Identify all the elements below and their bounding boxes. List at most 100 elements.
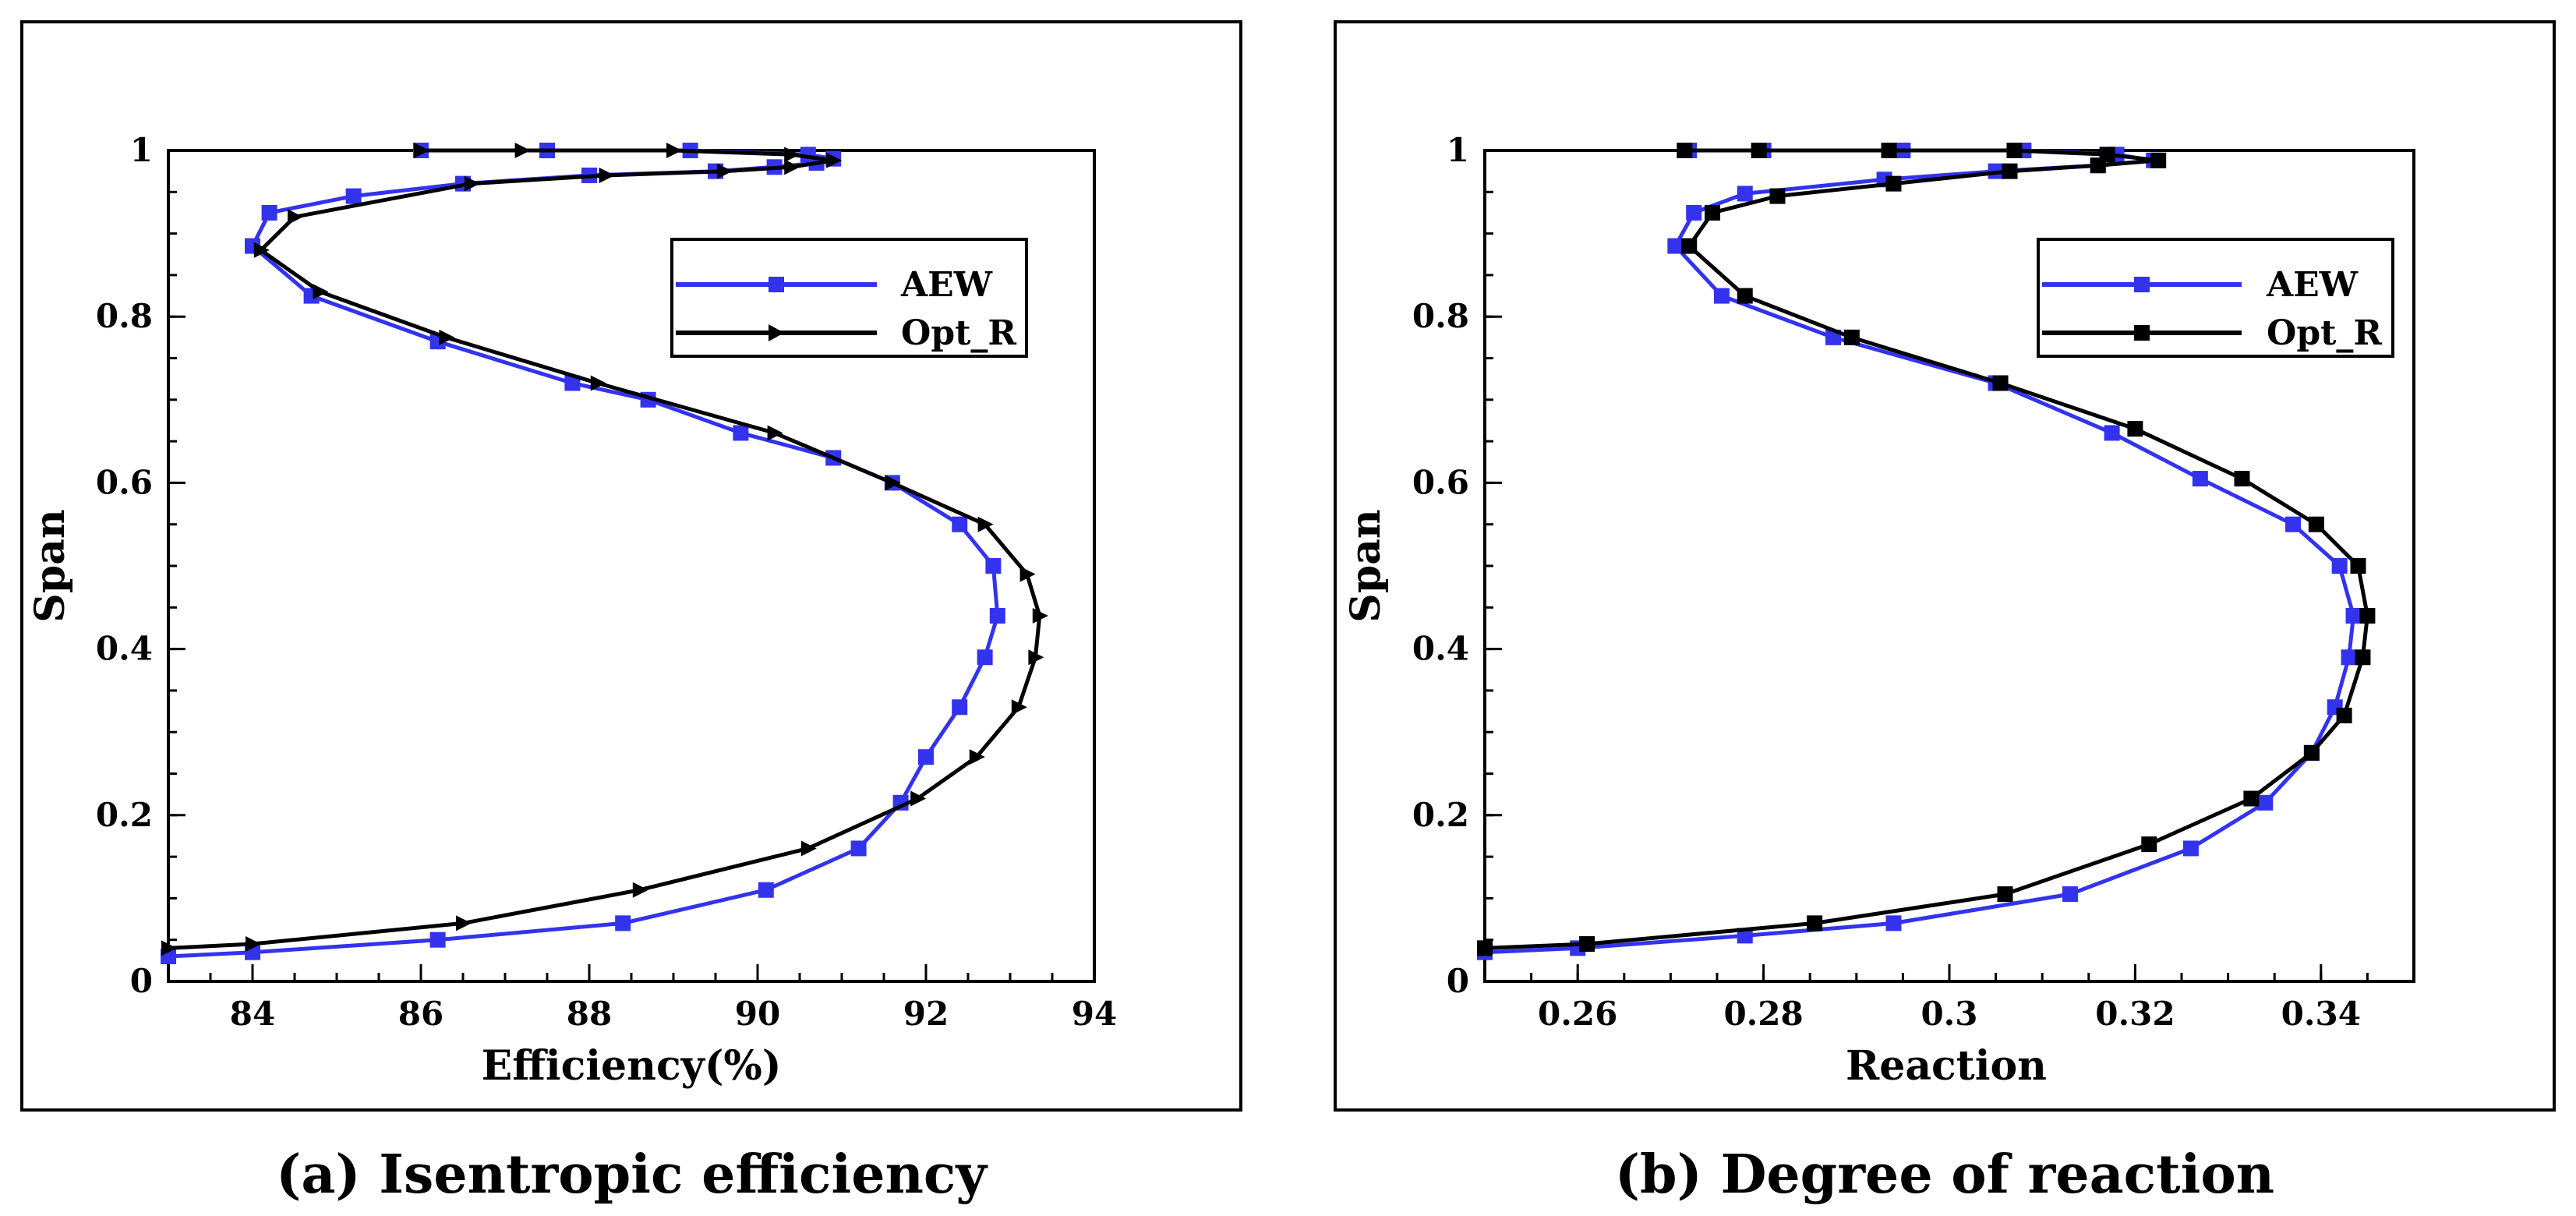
panel-b-y-tick-label: 0.8 xyxy=(1412,297,1469,335)
panel-b-series-aew-point xyxy=(2345,607,2362,624)
panel-b-series-optr-point xyxy=(2336,707,2352,723)
panel-a-x-axis-label: Efficiency(%) xyxy=(482,1042,782,1090)
panel-b-y-tick-label: 0.4 xyxy=(1412,630,1469,668)
panel-b-y-axis-label: Span xyxy=(1342,509,1390,622)
panel-a-y-axis-label: Span xyxy=(27,509,74,622)
panel-b-y-tick-label: 1 xyxy=(1447,131,1469,169)
panel-a-series-optr-point xyxy=(161,940,177,956)
panel-b-series-optr-point xyxy=(2359,607,2376,624)
panel-a-series-aew-point xyxy=(952,516,968,532)
panel-a-series-aew-point xyxy=(977,649,993,666)
panel-a-series-optr-point xyxy=(590,375,606,391)
panel-a-series-optr-point xyxy=(1028,649,1044,666)
panel-b-series-optr-point xyxy=(2234,471,2250,487)
panel-b-series-aew-point xyxy=(1686,204,1702,221)
panel-a-series-aew-point xyxy=(985,558,1002,574)
panel-b-series-aew-point xyxy=(1667,238,1684,254)
panel-b-series-optr-point xyxy=(2127,421,2143,437)
panel-b-series-optr-point xyxy=(1992,375,2009,391)
panel-b-series-optr-point xyxy=(1769,188,1786,204)
panel-b-series-aew-point xyxy=(2062,886,2078,903)
panel-b-series-optr-point xyxy=(1807,915,1823,931)
panel-b-frame xyxy=(1334,20,2556,1112)
panel-b-legend-marker-aew xyxy=(2134,277,2150,292)
panel-b-series-optr-point xyxy=(2006,143,2023,158)
panel-b-series-optr-point xyxy=(2141,836,2157,853)
panel-a-series-optr-point xyxy=(288,209,303,225)
panel-b-series-aew-point xyxy=(2182,840,2199,857)
panel-a-series-optr-point xyxy=(784,159,800,175)
panel-a-series-optr-point xyxy=(969,749,985,765)
panel-a-x-tick-label: 88 xyxy=(567,995,612,1033)
panel-a-series-optr-point xyxy=(439,329,455,345)
panel-b-series-optr-point xyxy=(1881,143,1897,158)
panel-a-series-optr-point xyxy=(1032,607,1048,624)
panel-b-series-optr-point xyxy=(2099,147,2115,163)
panel-b-series-optr-point xyxy=(2303,744,2320,761)
panel-a-series-optr-point xyxy=(1011,699,1027,716)
panel-b-series-optr-point xyxy=(1751,143,1767,158)
panel-a-series-optr-point xyxy=(826,152,843,168)
panel-b-y-tick-label: 0.6 xyxy=(1412,463,1469,501)
panel-b-series-aew-point xyxy=(2331,558,2348,574)
panel-b-y-tick-label: 0 xyxy=(1447,962,1469,1000)
panel-a-series-aew-point xyxy=(429,931,446,948)
panel-a-y-tick-label: 1 xyxy=(130,131,153,169)
panel-a-series-aew-point xyxy=(615,915,631,931)
panel-b-series-optr-point xyxy=(1705,204,1721,221)
panel-b-legend: AEW Opt_R xyxy=(2037,238,2394,358)
panel-b-series-aew-point xyxy=(1713,288,1730,304)
panel-a-y-tick-label: 0.8 xyxy=(96,297,153,335)
panel-a: 84 86 88 90 92 94 0 0.2 0.4 0.6 0.8 1 Efficiency(%)… xyxy=(20,20,1242,1112)
panel-b-series-optr-point xyxy=(1477,940,1493,956)
panel-b-x-tick-label: 0.3 xyxy=(1921,995,1977,1033)
panel-a-series-aew-point xyxy=(850,840,867,857)
panel-a-series-optr-point xyxy=(313,284,329,300)
panel-b-series-optr-point xyxy=(1997,886,2013,903)
panel-b-series-optr-point xyxy=(1579,936,1595,953)
panel-b-x-tick-label: 0.26 xyxy=(1538,995,1617,1033)
panel-b-series-optr-point xyxy=(2350,558,2366,574)
panel-a-y-tick-label: 0 xyxy=(130,962,153,1000)
panel-a-series-aew-point xyxy=(733,425,749,441)
panel-b-x-tick-label: 0.34 xyxy=(2281,995,2361,1033)
panel-a-x-tick-label: 86 xyxy=(398,995,443,1033)
panel-a-series-optr-point xyxy=(599,167,615,183)
panel-a-series-optr-point xyxy=(666,143,682,158)
panel-a-series-aew-point xyxy=(261,204,277,221)
panel-a-series-optr-point xyxy=(632,882,648,898)
panel-b-series-optr-point xyxy=(2002,163,2018,179)
panel-b-series xyxy=(1477,143,2376,960)
panel-b-legend-marker-optr xyxy=(2134,325,2150,341)
panel-a-legend-box xyxy=(670,238,1028,358)
panel-b-series-aew-point xyxy=(2104,425,2120,441)
panel-b-series-aew-point xyxy=(1737,186,1753,202)
panel-a-series-optr-point xyxy=(716,163,733,179)
panel-a-series-aew-point xyxy=(564,375,581,391)
panel-a-x-tick-label: 94 xyxy=(1072,995,1117,1033)
panel-b: 0.26 0.28 0.3 0.32 0.34 0 0.2 0.4 0.6 0.8 1 Reacti… xyxy=(1334,20,2556,1112)
panel-a-series-aew-point xyxy=(989,607,1005,624)
panel-a-series-aew-point xyxy=(345,188,362,204)
panel-b-series-optr-point xyxy=(1677,143,1693,158)
panel-a-series-optr-line xyxy=(168,148,1042,950)
panel-a-series-optr-point xyxy=(784,147,800,163)
panel-a-series-optr-point xyxy=(456,915,472,931)
panel-a-x-tick-label: 90 xyxy=(735,995,780,1033)
panel-a-series-optr-point xyxy=(246,936,261,953)
panel-b-x-axis-label: Reaction xyxy=(1846,1042,2047,1090)
panel-b-series-optr-point xyxy=(1737,288,1753,304)
panel-a-legend-label-aew: AEW xyxy=(900,265,993,305)
panel-a-series-optr-point xyxy=(910,790,927,807)
panel-b-series-optr-point xyxy=(2355,649,2371,666)
panel-b-legend-label-aew: AEW xyxy=(2266,265,2359,305)
panel-a-series-optr-point xyxy=(767,425,783,441)
panel-b-series-aew-point xyxy=(2285,516,2302,532)
panel-a-series-aew-point xyxy=(918,749,934,765)
panel-a-x-tick-label: 92 xyxy=(903,995,949,1033)
panel-a-y-tick-label: 0.6 xyxy=(96,463,153,501)
panel-a-series-optr-point xyxy=(414,143,429,158)
panel-b-series-optr-point xyxy=(1681,238,1698,254)
panel-a-series-aew-point xyxy=(952,699,968,716)
